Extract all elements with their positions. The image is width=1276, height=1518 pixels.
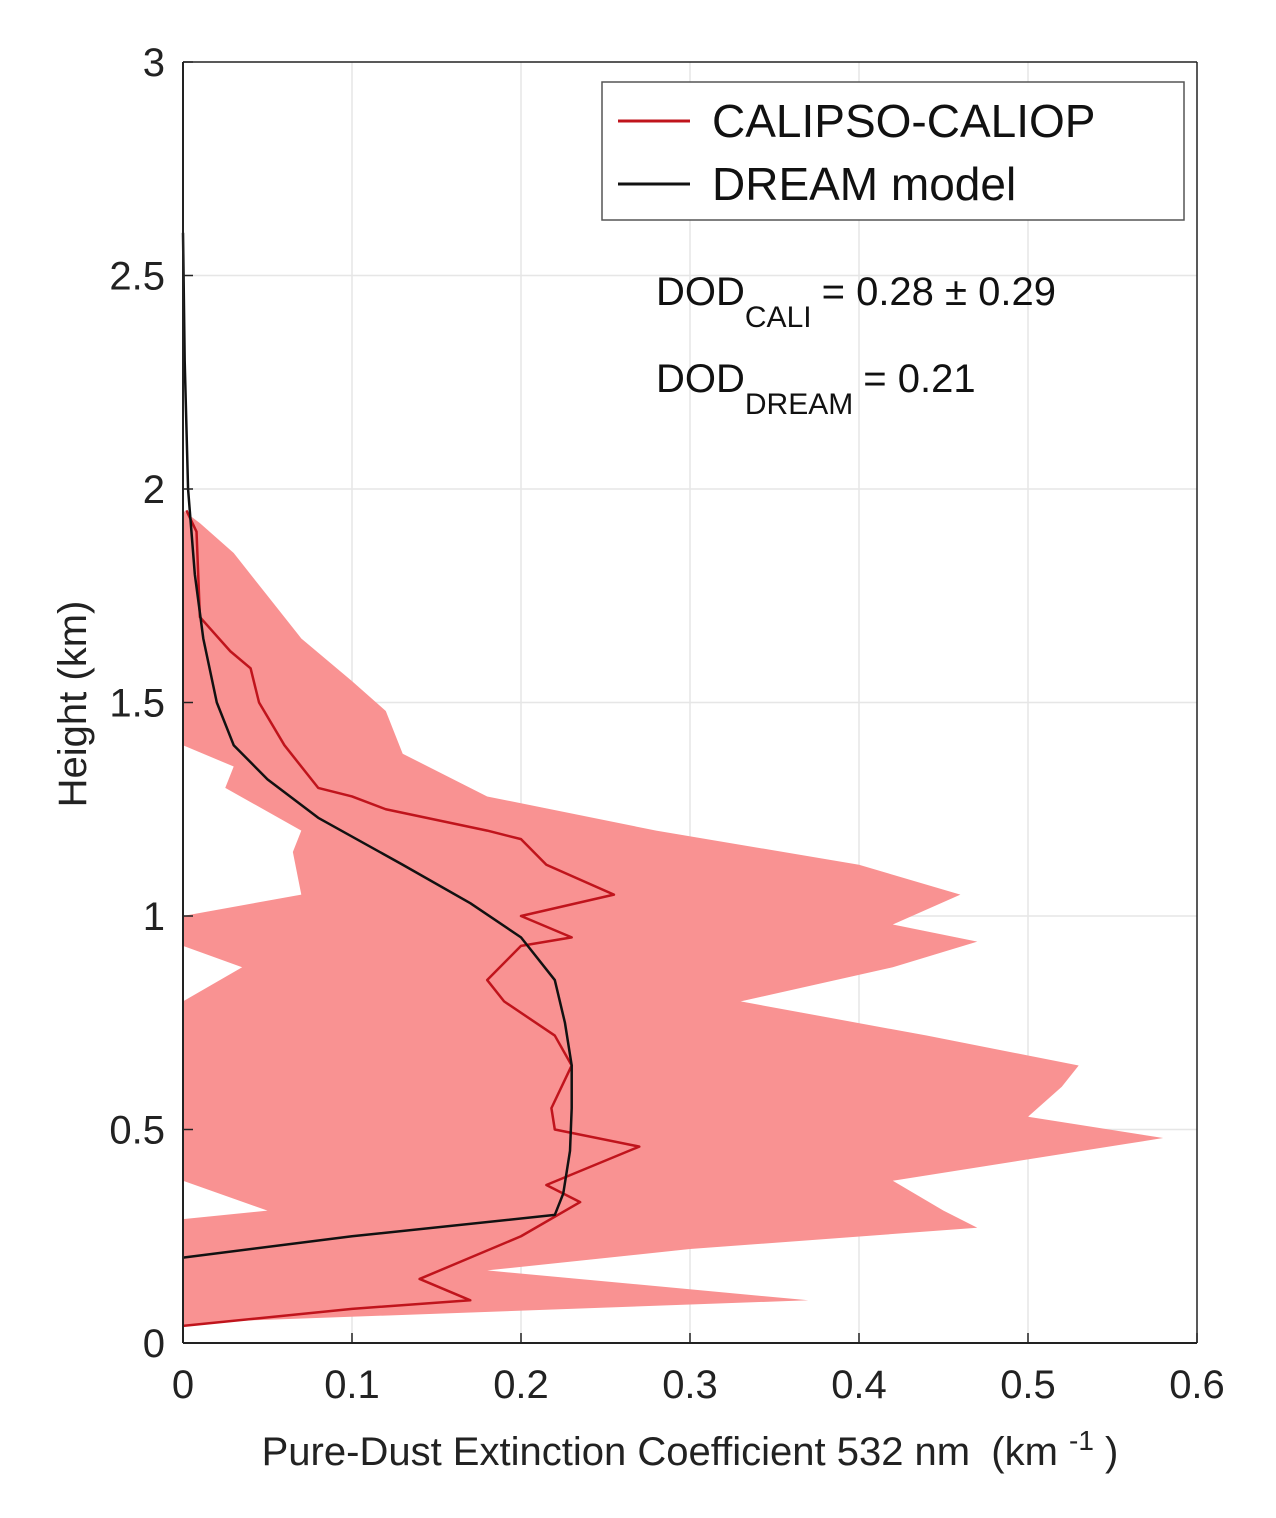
annotation-dod-dream: DODDREAM= 0.21	[656, 357, 976, 421]
annotation-dod-cali: DODCALI= 0.28 ± 0.29	[656, 270, 1056, 334]
x-tick-label: 0.4	[831, 1363, 887, 1407]
series-lines	[181, 232, 641, 1328]
x-tick-label: 0.3	[662, 1363, 718, 1407]
legend-box	[601, 81, 1185, 221]
std-band	[183, 510, 1164, 1326]
x-tick-label: 0.6	[1169, 1363, 1225, 1407]
series-line-caliop	[182, 509, 641, 1328]
axes	[182, 61, 1198, 1344]
x-axis-label: Pure-Dust Extinction Coefficient 532 nm …	[262, 1425, 1119, 1475]
y-tick-label: 0.5	[109, 1109, 165, 1153]
y-axis-label: Height (km)	[51, 601, 95, 808]
series-line-dream	[181, 232, 573, 1259]
y-tick-label: 3	[143, 41, 165, 85]
y-tick-label: 1.5	[109, 682, 165, 726]
y-tick-label: 2.5	[109, 255, 165, 299]
x-tick-label: 0.2	[493, 1363, 549, 1407]
y-tick-label: 2	[143, 468, 165, 512]
std-band-area	[183, 510, 1164, 1326]
legend: CALIPSO-CALIOP DREAM model	[601, 81, 1185, 221]
y-tick-labels: 0 0.5 1 1.5 2 2.5 3	[109, 41, 165, 1366]
x-tick-label: 0	[172, 1363, 194, 1407]
legend-label-dream: DREAM model	[712, 158, 1016, 210]
y-tick-label: 0	[143, 1322, 165, 1366]
x-tick-label: 0.5	[1000, 1363, 1056, 1407]
y-tick-label: 1	[143, 895, 165, 939]
x-tick-label: 0.1	[324, 1363, 380, 1407]
x-tick-labels: 0 0.1 0.2 0.3 0.4 0.5 0.6	[172, 1363, 1225, 1407]
legend-label-caliop: CALIPSO-CALIOP	[712, 95, 1095, 147]
